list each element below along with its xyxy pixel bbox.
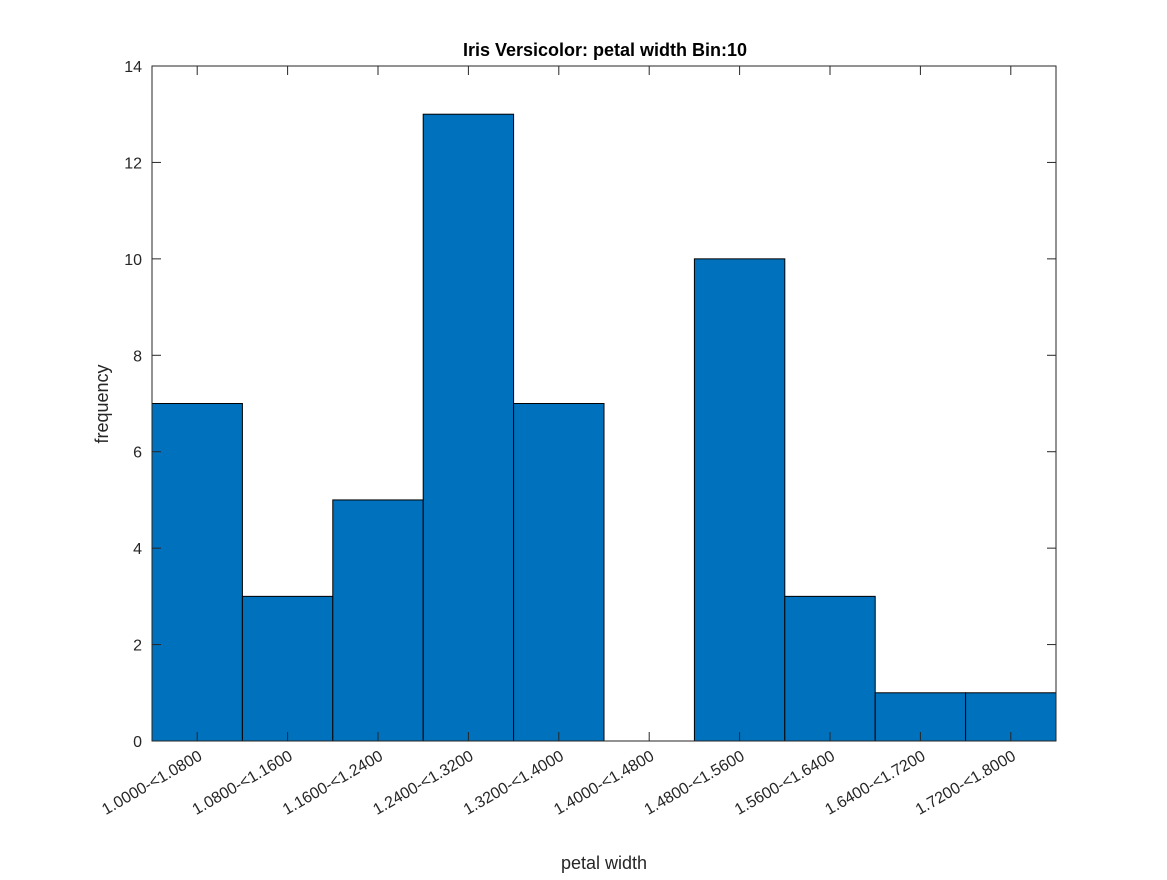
y-tick-label: 0 (133, 734, 142, 751)
y-tick-label: 8 (133, 348, 142, 365)
x-tick-label: 1.6400-<1.7200 (822, 748, 928, 819)
x-axis-label: petal width (561, 853, 647, 873)
x-tick-label: 1.0000-<1.0800 (99, 748, 205, 819)
x-tick-label: 1.1600-<1.2400 (280, 748, 386, 819)
axes-box (151, 65, 1057, 742)
y-tick-label: 14 (124, 59, 142, 76)
bar-7 (693, 258, 786, 742)
y-tick-label: 10 (124, 252, 142, 269)
x-tick-label: 1.3200-<1.4000 (461, 748, 567, 819)
y-axis-label: frequency (92, 364, 112, 443)
x-tick-label: 1.4800-<1.5600 (642, 748, 748, 819)
x-tick-label: 1.4000-<1.4800 (551, 748, 657, 819)
y-tick-label: 12 (124, 155, 142, 172)
y-tick-label: 2 (133, 638, 142, 655)
chart-title: Iris Versicolor: petal width Bin:10 (463, 40, 747, 60)
y-tick-label: 4 (133, 541, 142, 558)
x-tick-label: 1.5600-<1.6400 (732, 748, 838, 819)
bar-8 (784, 595, 876, 742)
x-tick-label: 1.0800-<1.1600 (190, 748, 296, 819)
bar-2 (241, 595, 334, 742)
bar-3 (332, 499, 424, 742)
y-ticks-group: 0 2 4 6 8 10 12 14 (124, 59, 1056, 751)
bar-4 (422, 113, 515, 742)
bar-1 (151, 403, 243, 742)
bars-group (151, 113, 1057, 742)
x-tick-label: 1.2400-<1.3200 (370, 748, 476, 819)
bar-5 (513, 403, 605, 742)
axes-group (151, 65, 1057, 742)
y-tick-label: 6 (133, 445, 142, 462)
x-tick-label: 1.7200-<1.8000 (913, 748, 1019, 819)
